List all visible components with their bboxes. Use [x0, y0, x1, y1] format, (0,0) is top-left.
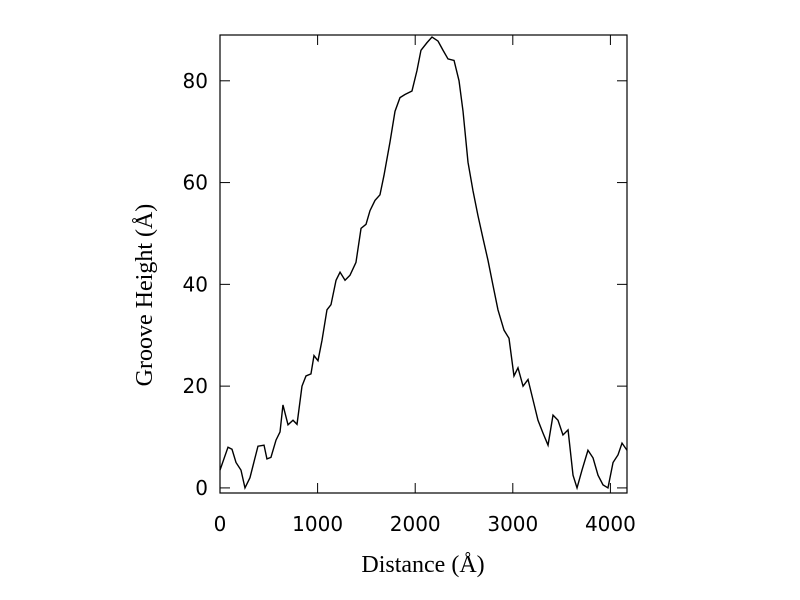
x-tick-label: 3000	[487, 512, 538, 536]
x-tick-label: 4000	[585, 512, 636, 536]
y-axis-label: Groove Height (Å)	[132, 204, 158, 387]
data-line	[219, 36, 628, 491]
y-tick-label: 60	[183, 171, 208, 195]
x-axis-label: Distance (Å)	[361, 552, 484, 578]
x-tick-label: 2000	[390, 512, 441, 536]
x-tick-label: 0	[214, 512, 227, 536]
plot-frame	[219, 34, 628, 494]
x-tick-label: 1000	[292, 512, 343, 536]
y-tick-label: 20	[183, 374, 208, 398]
y-tick-label: 40	[183, 272, 208, 296]
y-tick-label: 0	[195, 476, 208, 500]
y-tick-label: 80	[183, 69, 208, 93]
